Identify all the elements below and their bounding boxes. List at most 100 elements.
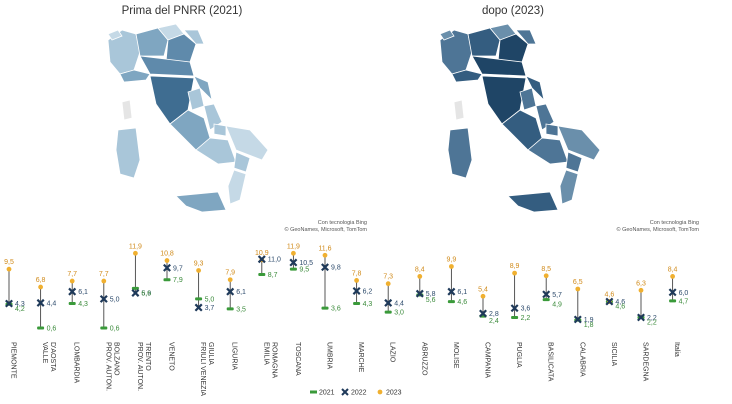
point-2021 xyxy=(447,300,455,304)
label-2023: 8,5 xyxy=(541,266,551,273)
region-piemonte xyxy=(107,29,141,75)
label-2022: 10,5 xyxy=(299,260,313,267)
region-sicilia xyxy=(175,191,227,213)
label-2022: 5,9 xyxy=(141,290,151,297)
label-2023: 8,4 xyxy=(668,266,678,273)
label-2021: 0,6 xyxy=(110,326,120,333)
region-abruzzo xyxy=(535,103,555,131)
map-attribution: © GeoNames, Microsoft, TomTom xyxy=(285,226,368,233)
point-2023 xyxy=(133,250,138,256)
x-tick-label: BASILICATA xyxy=(547,342,554,382)
region-corsica xyxy=(453,99,465,121)
point-2023 xyxy=(512,270,517,276)
x-tick-label: LAZIO xyxy=(389,342,396,363)
label-2022: 1,9 xyxy=(584,317,594,324)
label-2022: 2,2 xyxy=(647,315,657,322)
x-tick-label: EMILIAROMAGNA xyxy=(262,342,277,379)
region-molise xyxy=(545,123,559,137)
label-2023: 9,3 xyxy=(194,260,204,267)
point-2022 xyxy=(384,298,393,307)
label-2023: 7,7 xyxy=(67,271,77,278)
point-2023 xyxy=(354,278,359,283)
region-campania xyxy=(527,137,569,165)
map-attribution: © GeoNames, Microsoft, TomTom xyxy=(617,226,700,233)
map-attribution: Con tecnologia Bing xyxy=(318,220,367,226)
point-2021 xyxy=(100,326,108,330)
region-puglia xyxy=(557,125,601,161)
region-corsica xyxy=(121,99,133,121)
label-2023: 11,9 xyxy=(287,243,300,250)
label-2021: 2,2 xyxy=(647,319,657,326)
label-2022: 5,8 xyxy=(426,291,436,298)
point-2022 xyxy=(163,263,171,272)
label-2021: 4,9 xyxy=(552,302,562,309)
point-2023 xyxy=(575,286,581,292)
label-2022: 5,7 xyxy=(552,292,562,299)
point-2022 xyxy=(99,294,108,303)
region-aosta xyxy=(107,29,123,41)
label-2023: 9,5 xyxy=(4,259,14,266)
point-2021 xyxy=(226,307,234,311)
map-italy-2023 xyxy=(439,23,601,213)
region-liguria xyxy=(451,69,483,83)
label-2021: 4,3 xyxy=(78,301,88,308)
point-2023 xyxy=(417,274,423,279)
label-2023: 7,7 xyxy=(99,271,109,278)
label-2023: 4,6 xyxy=(605,292,615,299)
legend-label: 2022 xyxy=(351,390,367,397)
label-2021: 4,6 xyxy=(615,304,625,311)
point-2023 xyxy=(6,266,12,272)
x-tick-label: CAMPANIA xyxy=(484,342,491,378)
point-2023 xyxy=(322,252,328,258)
label-2021: 4,3 xyxy=(363,301,373,308)
label-2021: 3,5 xyxy=(236,306,246,313)
legend-item-2023: 2023 xyxy=(377,390,402,397)
x-tick-label: Italia xyxy=(673,342,680,357)
point-2022 xyxy=(289,258,298,267)
region-basilicata xyxy=(233,151,251,173)
label-2021: 5,6 xyxy=(426,297,436,304)
map-title: dopo (2023) xyxy=(482,5,544,17)
point-2023 xyxy=(385,281,391,287)
point-2022 xyxy=(194,303,203,312)
point-2023 xyxy=(449,264,454,269)
point-2021 xyxy=(353,302,361,306)
legend: 2021 2022 2023 xyxy=(310,388,402,397)
map-italy-2021 xyxy=(107,23,269,213)
region-basilicata xyxy=(565,151,583,173)
label-2022: 6,1 xyxy=(78,289,88,296)
label-2021: 2,2 xyxy=(521,315,531,322)
x-tick-label: MOLISE xyxy=(452,342,459,369)
point-2023 xyxy=(196,268,202,273)
label-2023: 7,8 xyxy=(352,270,362,277)
point-2023 xyxy=(101,278,107,284)
point-2021 xyxy=(669,299,677,303)
label-2022: 4,3 xyxy=(15,301,25,308)
label-2022: 3,6 xyxy=(521,306,531,313)
region-calabria xyxy=(227,169,247,205)
point-2021 xyxy=(289,267,297,271)
point-2022 xyxy=(68,287,77,296)
point-2023 xyxy=(69,278,75,284)
point-2022 xyxy=(36,298,45,307)
region-marche xyxy=(525,75,545,102)
label-2022: 9,8 xyxy=(331,265,341,272)
label-2023: 11,6 xyxy=(318,245,331,252)
x-tick-label: SICILIA xyxy=(610,342,617,366)
label-2022: 9,7 xyxy=(173,265,183,272)
region-sardegna xyxy=(447,127,473,179)
label-2021: 5,0 xyxy=(205,296,215,303)
point-2022 xyxy=(542,290,551,299)
map-title: Prima del PNRR (2021) xyxy=(122,5,243,17)
region-liguria xyxy=(119,69,151,83)
region-friuli xyxy=(183,29,205,45)
point-2022 xyxy=(257,255,266,264)
label-2022: 4,4 xyxy=(394,300,404,307)
x-tick-label: LOMBARDIA xyxy=(73,342,80,384)
map-2021: Prima del PNRR (2021) Con tecnologia Bin… xyxy=(107,5,368,233)
legend-item-2022: 2022 xyxy=(341,388,367,397)
label-2022: 6,0 xyxy=(679,290,689,297)
region-veneto xyxy=(165,33,197,63)
point-2021 xyxy=(131,286,139,290)
label-2021: 3,0 xyxy=(394,310,404,317)
